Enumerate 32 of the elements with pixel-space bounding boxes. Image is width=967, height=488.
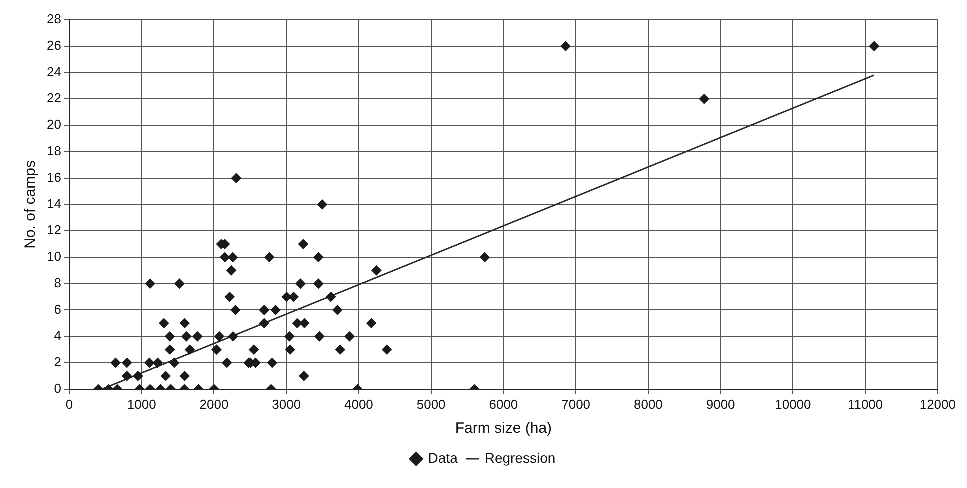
y-tick-label: 4 — [54, 328, 62, 344]
x-axis-title: Farm size (ha) — [455, 420, 552, 438]
y-tick-label: 0 — [54, 380, 62, 396]
y-tick-label: 2 — [54, 354, 62, 370]
legend-label: Data — [428, 450, 458, 466]
y-tick-label: 12 — [46, 222, 62, 238]
x-tick-label: 1000 — [127, 396, 156, 412]
y-tick-label: 22 — [46, 90, 62, 106]
x-tick-label: 9000 — [706, 396, 736, 412]
x-tick-label: 5000 — [416, 396, 446, 412]
x-tick-label: 6000 — [489, 396, 518, 412]
y-tick-label: 18 — [46, 144, 62, 159]
legend-label: Regression — [484, 450, 556, 466]
x-tick-label: 4000 — [344, 396, 374, 412]
x-tick-label: 0 — [66, 396, 74, 412]
x-tick-label: 3000 — [272, 396, 302, 412]
x-tick-label: 8000 — [634, 396, 663, 412]
x-tick-label: 11000 — [848, 396, 884, 412]
y-tick-label: 14 — [46, 196, 62, 212]
y-tick-label: 24 — [46, 64, 62, 80]
y-tick-label: 28 — [46, 12, 62, 27]
y-axis-title: No. of camps — [22, 160, 40, 249]
y-tick-label: 6 — [54, 302, 62, 317]
x-tick-label: 7000 — [562, 396, 591, 412]
y-tick-label: 8 — [54, 275, 62, 290]
y-tick-label: 26 — [46, 38, 62, 53]
y-tick-label: 20 — [46, 117, 62, 132]
y-tick-label: 10 — [46, 249, 62, 264]
x-tick-label: 2000 — [200, 396, 229, 412]
x-tick-label: 12000 — [920, 396, 956, 412]
y-tick-label: 16 — [46, 170, 62, 185]
x-tick-label: 10000 — [775, 396, 812, 412]
